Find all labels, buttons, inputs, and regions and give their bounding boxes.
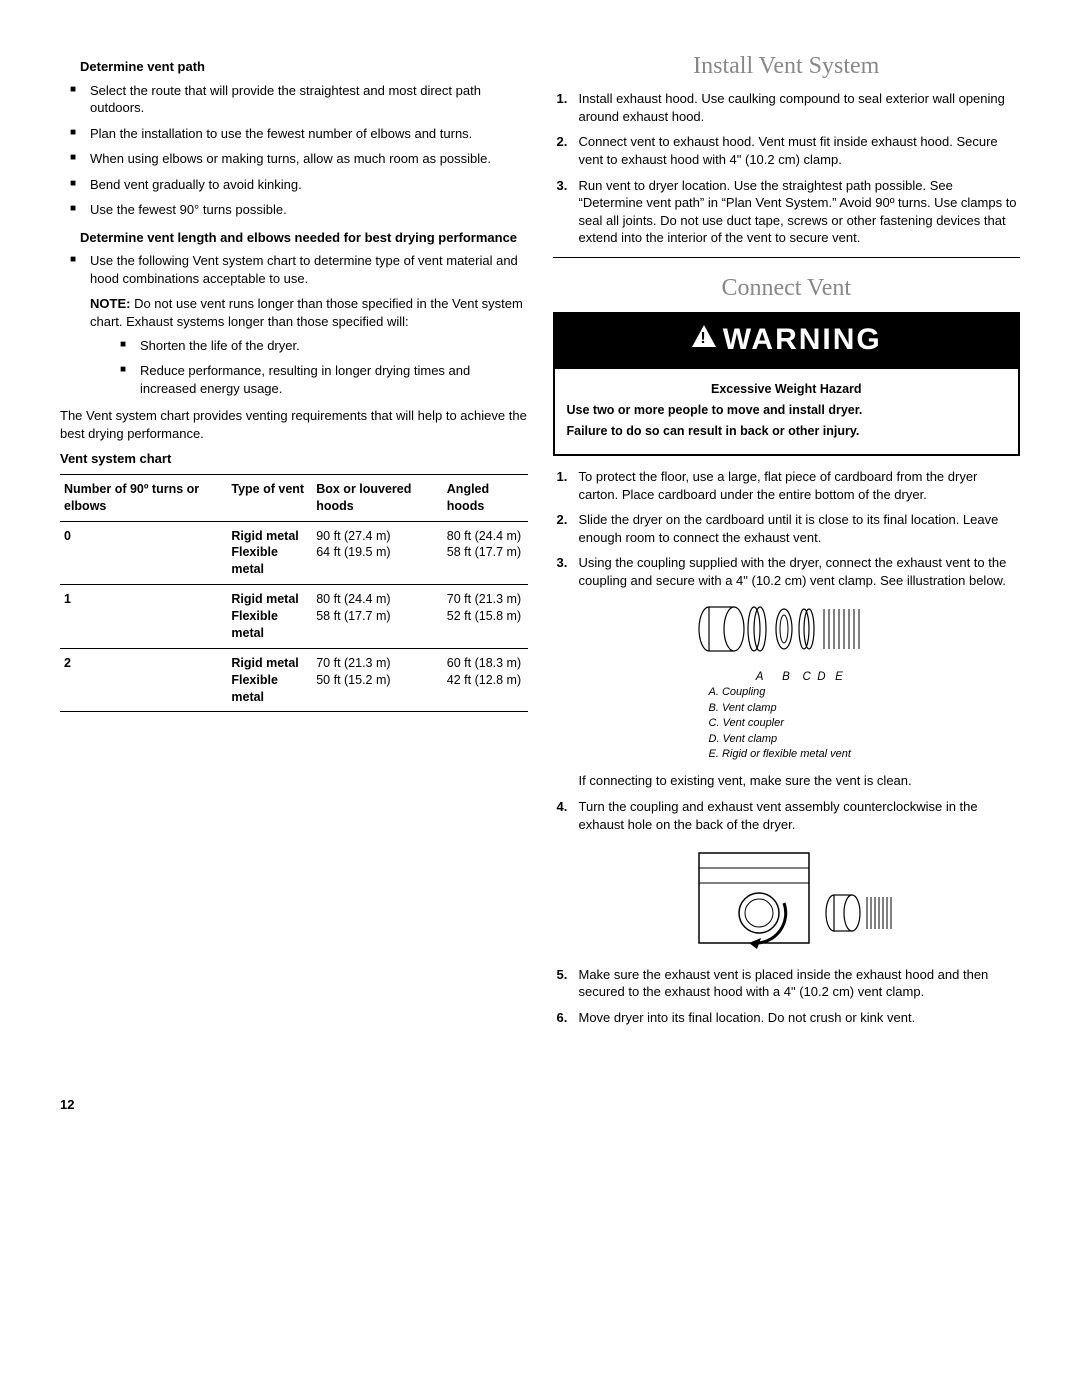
- list-item-text: Turn the coupling and exhaust vent assem…: [579, 799, 978, 832]
- list-item: Bend vent gradually to avoid kinking.: [60, 176, 528, 194]
- table-row: 0Rigid metalFlexible metal90 ft (27.4 m)…: [60, 521, 528, 585]
- connect-steps: To protect the floor, use a large, flat …: [553, 468, 1021, 1026]
- coupling-diagram: [579, 599, 1021, 664]
- subhead-determine-path: Determine vent path: [80, 58, 528, 76]
- vent-system-chart: Number of 90º turns or elbows Type of ve…: [60, 474, 528, 713]
- vent-path-list: Select the route that will provide the s…: [60, 82, 528, 219]
- legend-item: D. Vent clamp: [709, 732, 1021, 747]
- list-item: Using the coupling supplied with the dry…: [553, 554, 1021, 790]
- col-header: Number of 90º turns or elbows: [60, 474, 227, 521]
- table-row: 2Rigid metalFlexible metal70 ft (21.3 m)…: [60, 648, 528, 712]
- list-item: Connect vent to exhaust hood. Vent must …: [553, 133, 1021, 168]
- legend-item: A. Coupling: [709, 685, 1021, 700]
- diagram-labels: A B C D E: [579, 670, 1021, 686]
- list-item: Reduce performance, resulting in longer …: [110, 362, 528, 397]
- list-item: Make sure the exhaust vent is placed ins…: [553, 966, 1021, 1001]
- note-block: NOTE: Do not use vent runs longer than t…: [90, 295, 528, 330]
- list-item: Turn the coupling and exhaust vent assem…: [553, 798, 1021, 958]
- list-item: Use the fewest 90° turns possible.: [60, 201, 528, 219]
- list-item: Shorten the life of the dryer.: [110, 337, 528, 355]
- list-item: Move dryer into its final location. Do n…: [553, 1009, 1021, 1027]
- svg-text:!: !: [700, 330, 707, 347]
- list-item: Plan the installation to use the fewest …: [60, 125, 528, 143]
- diagram-legend: A. Coupling B. Vent clamp C. Vent couple…: [709, 685, 1021, 762]
- dryer-back-diagram: [579, 843, 1021, 958]
- heading-connect-vent: Connect Vent: [553, 272, 1021, 304]
- divider: [553, 257, 1021, 258]
- warning-line: Failure to do so can result in back or o…: [567, 423, 1007, 440]
- list-item: Run vent to dryer location. Use the stra…: [553, 177, 1021, 247]
- left-column: Determine vent path Select the route tha…: [60, 50, 528, 1036]
- note-sublist: Shorten the life of the dryer. Reduce pe…: [110, 337, 528, 398]
- page-number: 12: [60, 1096, 1020, 1114]
- warning-banner: ! WARNING: [555, 314, 1019, 369]
- after-diagram-text: If connecting to existing vent, make sur…: [579, 772, 1021, 790]
- list-item: When using elbows or making turns, allow…: [60, 150, 528, 168]
- list-item: Select the route that will provide the s…: [60, 82, 528, 117]
- legend-item: E. Rigid or flexible metal vent: [709, 747, 1021, 762]
- warning-word: WARNING: [723, 323, 882, 356]
- chart-title: Vent system chart: [60, 450, 528, 468]
- list-item: Slide the dryer on the cardboard until i…: [553, 511, 1021, 546]
- warning-line: Use two or more people to move and insta…: [567, 402, 1007, 419]
- list-item-text: Use the following Vent system chart to d…: [90, 253, 518, 286]
- warning-line: Excessive Weight Hazard: [567, 381, 1007, 398]
- after-note-text: The Vent system chart provides venting r…: [60, 407, 528, 442]
- warning-box: ! WARNING Excessive Weight Hazard Use tw…: [553, 312, 1021, 456]
- legend-item: B. Vent clamp: [709, 701, 1021, 716]
- subhead-determine-length: Determine vent length and elbows needed …: [80, 229, 528, 247]
- note-label: NOTE:: [90, 296, 130, 311]
- list-item: Use the following Vent system chart to d…: [60, 252, 528, 397]
- list-item-text: Using the coupling supplied with the dry…: [579, 555, 1007, 588]
- heading-install-vent: Install Vent System: [553, 50, 1021, 82]
- col-header: Angled hoods: [443, 474, 528, 521]
- col-header: Type of vent: [227, 474, 312, 521]
- right-column: Install Vent System Install exhaust hood…: [553, 50, 1021, 1036]
- list-item: To protect the floor, use a large, flat …: [553, 468, 1021, 503]
- table-row: 1Rigid metalFlexible metal80 ft (24.4 m)…: [60, 585, 528, 649]
- note-text: Do not use vent runs longer than those s…: [90, 296, 523, 329]
- col-header: Box or louvered hoods: [312, 474, 443, 521]
- install-steps: Install exhaust hood. Use caulking compo…: [553, 90, 1021, 246]
- legend-item: C. Vent coupler: [709, 716, 1021, 731]
- list-item: Install exhaust hood. Use caulking compo…: [553, 90, 1021, 125]
- warning-body: Excessive Weight Hazard Use two or more …: [555, 369, 1019, 454]
- vent-length-list: Use the following Vent system chart to d…: [60, 252, 528, 397]
- warning-triangle-icon: !: [691, 319, 717, 360]
